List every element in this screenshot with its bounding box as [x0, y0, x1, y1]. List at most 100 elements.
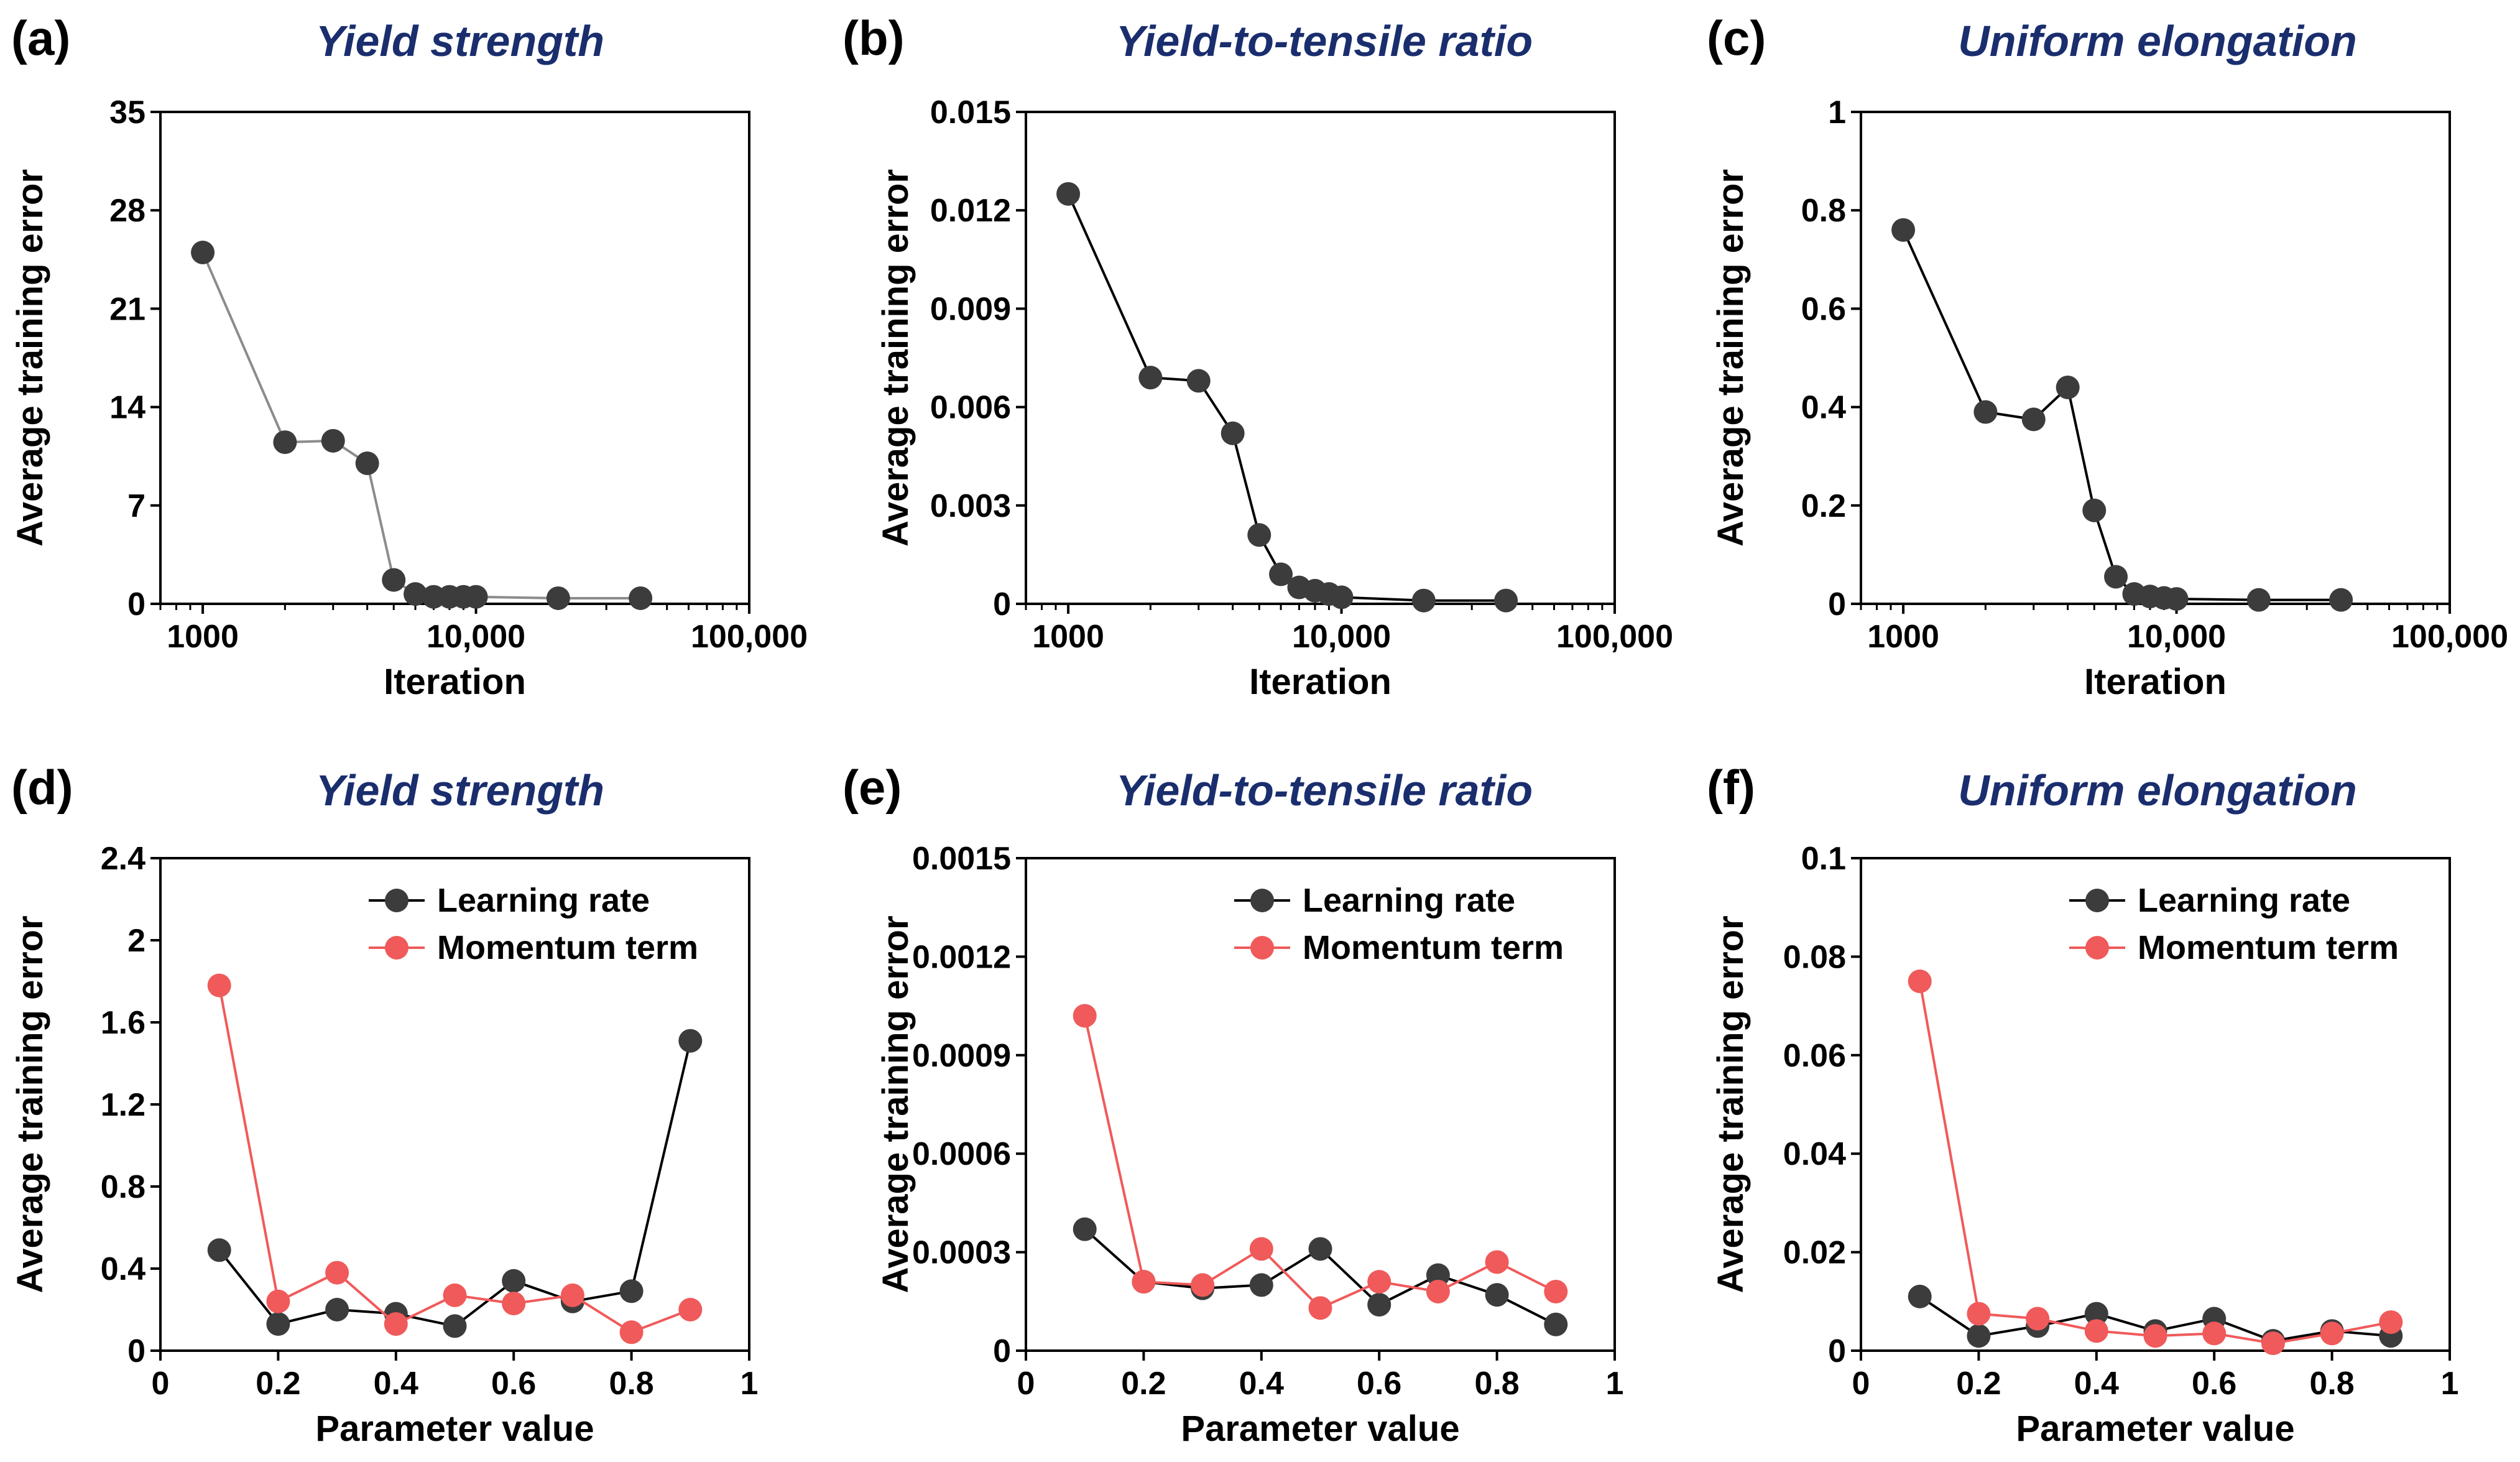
series-momentum-term: [207, 973, 703, 1344]
panel-label: (c): [1707, 11, 1766, 65]
x-tick-label: 0.4: [374, 1366, 418, 1402]
y-axis-label: Average training error: [1710, 169, 1751, 547]
y-axis-label: Average training error: [10, 169, 50, 547]
data-point: [1191, 1273, 1215, 1297]
panel-label: (a): [11, 11, 70, 65]
x-tick-label: 10,000: [2127, 619, 2226, 655]
chart-title: Yield strength: [316, 17, 604, 65]
data-point: [2261, 1331, 2285, 1356]
legend-swatch-marker: [2085, 889, 2109, 912]
legend-swatch-marker: [1250, 936, 1274, 960]
data-point: [560, 1283, 584, 1307]
data-point: [1973, 400, 1998, 424]
chart-title: Uniform elongation: [1958, 17, 2357, 65]
x-tick-label: 1000: [167, 619, 239, 655]
series-yield-to-tensile-ratio: [1056, 182, 1518, 613]
data-point: [2329, 588, 2353, 612]
data-point: [1308, 1237, 1332, 1261]
y-tick-label: 0: [127, 586, 145, 622]
data-point: [619, 1320, 644, 1344]
y-tick-label: 0.02: [1783, 1235, 1846, 1271]
plot-frame: [1860, 111, 2451, 605]
series-momentum-term: [1073, 1004, 1568, 1320]
data-point: [678, 1029, 703, 1053]
legend: Learning rate Momentum term: [2069, 882, 2399, 966]
x-axis-label: Parameter value: [2016, 1409, 2294, 1449]
panel-label: (f): [1707, 760, 1755, 815]
x-tick-label: 0.6: [1357, 1366, 1401, 1402]
data-point: [1494, 588, 1518, 613]
data-point: [325, 1261, 349, 1285]
data-point: [1056, 182, 1081, 206]
y-tick-label: 0: [1828, 1333, 1846, 1369]
data-point: [1544, 1312, 1568, 1336]
x-tick-label: 0: [1017, 1366, 1035, 1402]
plot-frame: [1025, 857, 1616, 1352]
x-tick-label: 1000: [1867, 619, 1939, 655]
y-tick-label: 0.0012: [912, 939, 1011, 975]
data-point: [2246, 588, 2271, 612]
x-axis-label: Iteration: [384, 662, 526, 702]
legend-swatch-marker: [385, 889, 408, 912]
x-tick-label: 0.2: [256, 1366, 300, 1402]
data-point: [1411, 588, 1436, 613]
y-tick-label: 21: [109, 291, 145, 327]
y-tick-label: 0.4: [1801, 390, 1846, 426]
series-momentum-term: [1908, 969, 2403, 1356]
y-tick-label: 0.003: [930, 488, 1011, 524]
legend-item-label: Learning rate: [2138, 882, 2350, 919]
data-point: [1544, 1279, 1568, 1303]
x-tick-label: 0.6: [2192, 1366, 2236, 1402]
data-point: [443, 1283, 467, 1307]
y-tick-label: 7: [127, 488, 145, 524]
data-point: [1186, 369, 1211, 393]
data-point: [1891, 218, 1916, 242]
data-point: [1367, 1293, 1392, 1317]
x-tick-label: 10,000: [427, 619, 525, 655]
x-tick-label: 0.8: [609, 1366, 653, 1402]
data-point: [1249, 1237, 1273, 1261]
y-tick-label: 0.006: [930, 390, 1011, 426]
data-point: [2056, 375, 2080, 399]
legend-item-label: Learning rate: [437, 882, 650, 919]
x-tick-label: 0.2: [1121, 1366, 1166, 1402]
legend-item-label: Momentum term: [2138, 929, 2399, 966]
data-point: [1485, 1283, 1509, 1307]
data-point: [355, 451, 379, 475]
x-tick-label: 100,000: [691, 619, 808, 655]
data-point: [207, 1238, 231, 1262]
x-tick-label: 0.8: [2309, 1366, 2354, 1402]
data-point: [404, 582, 428, 606]
y-tick-label: 1.2: [101, 1087, 145, 1123]
data-point: [2021, 407, 2046, 432]
y-tick-label: 0.009: [930, 291, 1011, 327]
data-point: [629, 586, 653, 610]
y-tick-label: 0.04: [1783, 1136, 1846, 1172]
y-tick-label: 0.015: [930, 95, 1011, 131]
y-tick-label: 0.6: [1801, 291, 1846, 327]
series-line: [1067, 193, 1507, 602]
data-point: [2026, 1307, 2050, 1331]
data-point: [2379, 1310, 2403, 1335]
data-point: [1967, 1324, 1991, 1348]
data-point: [1485, 1250, 1509, 1274]
y-tick-label: 0.0003: [912, 1235, 1011, 1271]
data-point: [1138, 366, 1163, 390]
x-tick-label: 0: [1852, 1366, 1870, 1402]
data-point: [384, 1312, 408, 1336]
data-point: [1967, 1302, 1991, 1326]
y-axis-label: Average training error: [10, 915, 50, 1293]
series-line: [1918, 981, 2391, 1345]
chart-title: Yield strength: [316, 766, 604, 815]
y-tick-label: 0.0009: [912, 1038, 1011, 1074]
series-uniform-elongation: [1891, 218, 2353, 612]
legend-item-label: Learning rate: [1303, 882, 1515, 919]
x-axis-label: Iteration: [1249, 662, 1392, 702]
data-point: [619, 1279, 644, 1303]
chart-panel-d: (d) Yield strength 0 0.4 0.8 1.2 1.6 2 2.4 0 0.2 0.…: [10, 760, 758, 1449]
legend: Learning rate Momentum term: [1234, 882, 1564, 966]
data-point: [1269, 562, 1293, 586]
data-point: [1308, 1296, 1332, 1320]
y-tick-label: 0: [127, 1333, 145, 1369]
y-tick-label: 0.8: [1801, 193, 1846, 229]
